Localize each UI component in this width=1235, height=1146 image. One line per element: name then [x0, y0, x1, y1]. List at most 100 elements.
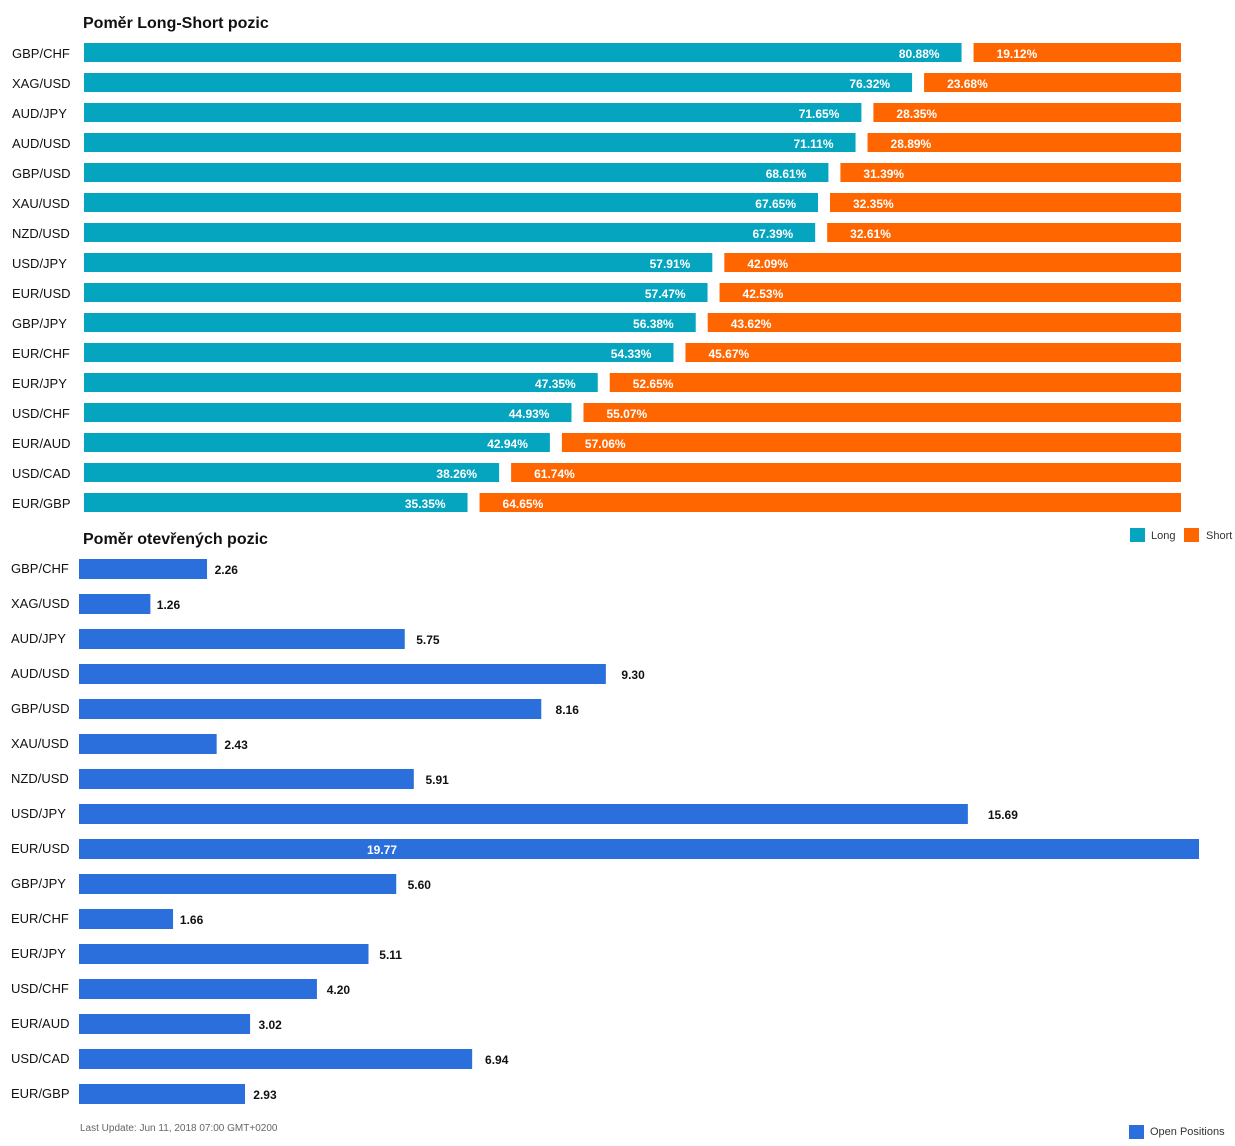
long-value-label: 47.35%: [535, 377, 576, 391]
open-positions-value-label: 1.66: [180, 913, 204, 927]
long-bar: [84, 373, 598, 392]
short-value-label: 61.74%: [534, 467, 575, 481]
open-positions-bar: [79, 979, 317, 999]
legend-swatch-long: [1130, 528, 1145, 542]
open-positions-value-label: 3.02: [259, 1018, 283, 1032]
category-label: USD/CAD: [11, 1051, 70, 1066]
legend-label-open-positions: Open Positions: [1150, 1126, 1225, 1138]
category-label: EUR/AUD: [12, 436, 71, 451]
open-positions-value-label: 19.77: [367, 843, 397, 857]
open-positions-bar: [79, 1049, 473, 1069]
category-label: EUR/CHF: [12, 346, 70, 361]
open-positions-value-label: 5.91: [426, 773, 450, 787]
category-label: USD/JPY: [11, 806, 66, 821]
category-label: AUD/USD: [12, 136, 71, 151]
short-value-label: 52.65%: [633, 377, 674, 391]
category-label: GBP/CHF: [12, 46, 70, 61]
short-bar: [685, 343, 1181, 362]
category-label: EUR/AUD: [11, 1016, 70, 1031]
open-positions-value-labels: 2.26 1.26 5.75 9.30 8.16 2.43 5.91 15.69 19.77 5.…: [157, 563, 1018, 1102]
long-bar: [84, 103, 862, 122]
category-label: GBP/CHF: [11, 561, 69, 576]
open-positions-bar: [79, 699, 542, 719]
open-positions-bar: [79, 559, 208, 579]
open-positions-value-label: 2.26: [215, 563, 239, 577]
last-update-text: Last Update: Jun 11, 2018 07:00 GMT+0200: [80, 1123, 278, 1134]
open-positions-value-label: 1.26: [157, 598, 181, 612]
short-bar: [561, 433, 1181, 452]
open-positions-bar: [79, 839, 1199, 859]
category-label: XAG/USD: [11, 596, 70, 611]
long-value-label: 71.11%: [793, 137, 833, 151]
long-bar: [84, 73, 913, 92]
long-bar: [84, 493, 468, 512]
short-bar: [827, 223, 1181, 242]
legend-swatch-open-positions: [1129, 1125, 1144, 1139]
category-label: EUR/GBP: [12, 496, 71, 511]
category-label: GBP/JPY: [12, 316, 67, 331]
category-label: XAU/USD: [12, 196, 70, 211]
category-label: GBP/USD: [11, 701, 70, 716]
category-label: EUR/USD: [11, 841, 70, 856]
open-positions-bar: [79, 629, 405, 649]
long-bar: [84, 253, 713, 272]
open-positions-value-label: 6.94: [485, 1053, 509, 1067]
open-positions-bar: [79, 664, 606, 684]
long-bar: [84, 43, 962, 62]
category-label: USD/CHF: [12, 406, 70, 421]
long-bar: [84, 163, 829, 182]
short-value-label: 42.53%: [743, 287, 784, 301]
long-value-label: 57.91%: [650, 257, 691, 271]
long-value-label: 44.93%: [509, 407, 550, 421]
long-bar: [84, 343, 674, 362]
category-label: EUR/GBP: [11, 1086, 70, 1101]
long-value-label: 57.47%: [645, 287, 686, 301]
short-bar: [609, 373, 1181, 392]
long-value-label: 71.65%: [799, 107, 840, 121]
category-label: USD/CHF: [11, 981, 69, 996]
open-positions-bar: [79, 1014, 251, 1034]
open-positions-value-label: 5.75: [416, 633, 440, 647]
short-value-label: 19.12%: [997, 47, 1038, 61]
open-positions-bar: [79, 769, 414, 789]
long-value-label: 68.61%: [766, 167, 807, 181]
open-positions-bar: [79, 804, 968, 824]
open-positions-bar: [79, 874, 397, 894]
open-positions-value-label: 5.60: [408, 878, 432, 892]
short-bar: [724, 253, 1181, 272]
long-bar: [84, 193, 819, 212]
category-label: AUD/USD: [11, 666, 70, 681]
short-value-label: 32.35%: [853, 197, 894, 211]
open-positions-value-label: 2.43: [224, 738, 248, 752]
open-positions-value-label: 15.69: [988, 808, 1018, 822]
short-value-label: 57.06%: [585, 437, 626, 451]
open-positions-bar: [79, 909, 174, 929]
short-bar: [873, 103, 1181, 122]
long-bar: [84, 133, 856, 152]
long-value-label: 76.32%: [849, 77, 890, 91]
short-value-label: 23.68%: [947, 77, 988, 91]
category-label: AUD/JPY: [11, 631, 66, 646]
long-value-label: 67.65%: [755, 197, 796, 211]
short-bar: [511, 463, 1182, 482]
long-bar: [84, 283, 708, 302]
open-positions-legend: Open Positions: [1129, 1125, 1225, 1139]
open-positions-bar: [79, 594, 151, 614]
long-bar: [84, 433, 550, 452]
open-positions-value-label: 5.11: [379, 948, 402, 962]
open-positions-category-labels: GBP/CHF XAG/USD AUD/JPY AUD/USD GBP/USD XAU/U…: [11, 561, 70, 1101]
long-bar: [84, 223, 816, 242]
short-bar: [840, 163, 1181, 182]
legend-label-long: Long: [1151, 530, 1175, 542]
category-label: GBP/JPY: [11, 876, 66, 891]
long-value-label: 38.26%: [436, 467, 477, 481]
open-positions-bar: [79, 944, 369, 964]
open-positions-value-label: 9.30: [621, 668, 645, 682]
short-value-label: 32.61%: [850, 227, 891, 241]
short-bar: [479, 493, 1181, 512]
category-label: GBP/USD: [12, 166, 71, 181]
open-positions-value-label: 2.93: [253, 1088, 277, 1102]
open-positions-bar: [79, 734, 217, 754]
long-value-label: 54.33%: [611, 347, 652, 361]
